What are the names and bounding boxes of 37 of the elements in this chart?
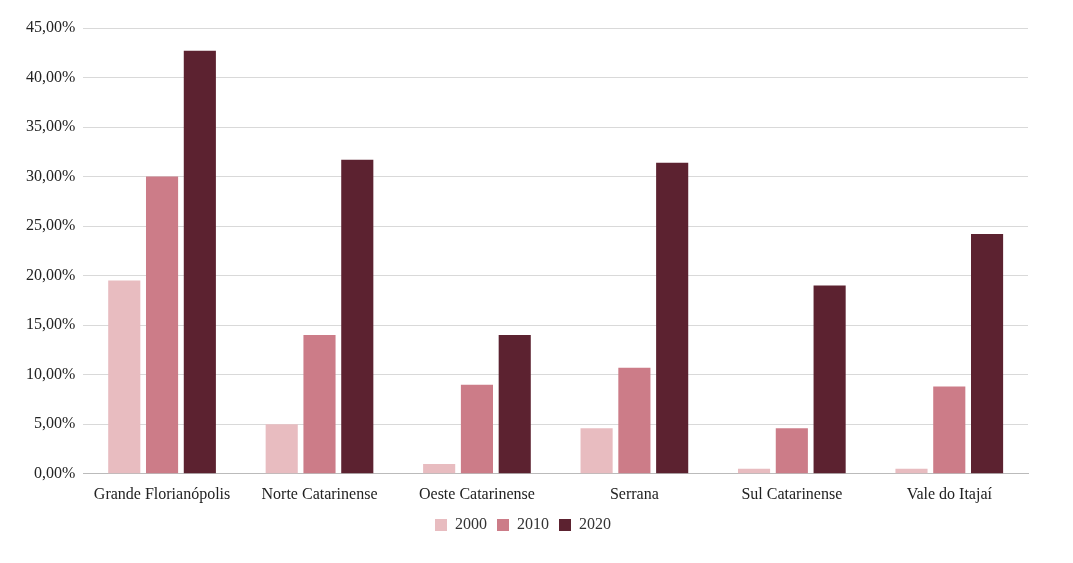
legend-label: 2000 bbox=[455, 515, 487, 533]
bar bbox=[341, 159, 374, 474]
bar bbox=[303, 335, 336, 474]
y-tick-label: 40,00% bbox=[26, 67, 76, 85]
bar bbox=[971, 234, 1004, 474]
x-tick-label: Vale do Itajaí bbox=[906, 484, 993, 503]
x-tick-label: Norte Catarinense bbox=[261, 484, 378, 502]
bar bbox=[460, 384, 493, 474]
bar bbox=[737, 468, 771, 474]
bar bbox=[895, 468, 928, 474]
bar bbox=[656, 162, 689, 474]
bar bbox=[580, 428, 613, 474]
y-tick-label: 0,00% bbox=[34, 464, 76, 481]
x-tick-label: Serrana bbox=[609, 484, 659, 502]
y-tick-label: 45,00% bbox=[26, 18, 76, 36]
x-tick-label: Oeste Catarinense bbox=[418, 484, 535, 502]
legend-label: 2010 bbox=[517, 515, 549, 533]
y-tick-label: 15,00% bbox=[26, 315, 76, 333]
bar bbox=[775, 428, 808, 474]
bar bbox=[498, 335, 531, 474]
bar bbox=[108, 280, 141, 474]
bar bbox=[423, 463, 456, 474]
y-tick-label: 25,00% bbox=[26, 216, 76, 234]
bar bbox=[265, 424, 298, 474]
y-tick-label: 30,00% bbox=[26, 166, 76, 184]
x-tick-label: Sul Catarinense bbox=[741, 484, 843, 502]
y-tick-label: 20,00% bbox=[26, 265, 76, 283]
legend-label: 2020 bbox=[579, 515, 611, 533]
y-tick-label: 10,00% bbox=[26, 364, 76, 382]
bar bbox=[813, 285, 846, 474]
bar bbox=[183, 50, 216, 474]
y-tick-label: 5,00% bbox=[34, 414, 76, 432]
bar bbox=[145, 176, 179, 474]
y-tick-label: 35,00% bbox=[26, 117, 76, 135]
bar bbox=[933, 386, 966, 474]
x-tick-label: Grande Florianópolis bbox=[93, 484, 231, 503]
bar bbox=[618, 367, 651, 474]
